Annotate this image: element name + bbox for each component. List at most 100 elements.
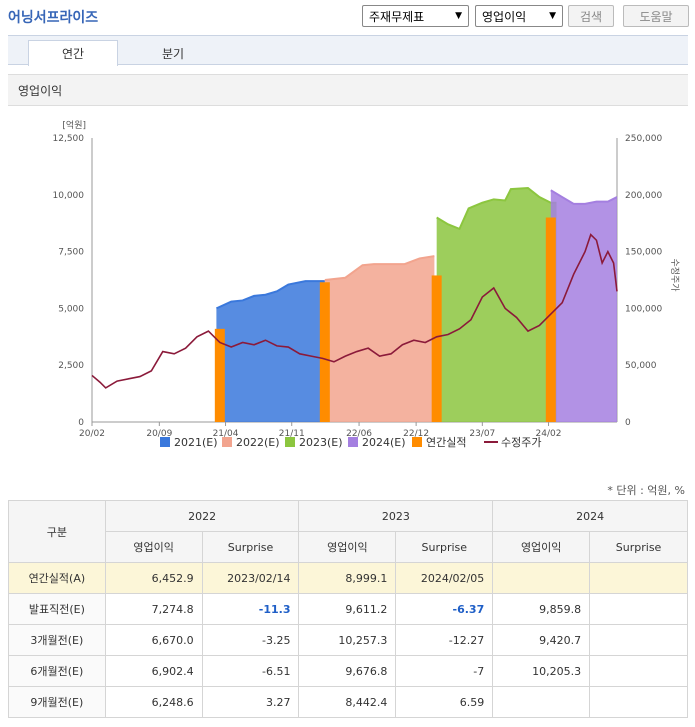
estimate-area-2023(E) bbox=[436, 187, 557, 422]
earnings-table: 구분 2022 2023 2024 영업이익 Surprise 영업이익 Sur… bbox=[8, 500, 688, 718]
x-tick-label: 23/07 bbox=[469, 429, 495, 439]
tab-quarterly[interactable]: 분기 bbox=[161, 46, 185, 61]
legend-swatch bbox=[412, 437, 422, 447]
left-tick-label: 0 bbox=[78, 418, 84, 428]
actual-bar bbox=[319, 282, 330, 422]
x-tick-label: 24/02 bbox=[536, 429, 562, 439]
period-tabs: 연간 분기 bbox=[8, 35, 688, 66]
actual-bar bbox=[214, 328, 225, 422]
cell: -3.25 bbox=[201, 624, 300, 656]
legend-swatch bbox=[285, 437, 295, 447]
legend-label: 연간실적 bbox=[426, 436, 466, 449]
legend-swatch bbox=[160, 437, 170, 447]
x-tick-label: 20/09 bbox=[146, 429, 172, 439]
right-tick-label: 200,000 bbox=[625, 191, 662, 201]
left-tick-label: 7,500 bbox=[58, 248, 84, 258]
x-tick-label: 22/12 bbox=[403, 429, 429, 439]
actual-bar bbox=[545, 217, 556, 422]
header-surprise: Surprise bbox=[395, 531, 494, 563]
legend-label: 2022(E) bbox=[236, 436, 280, 449]
right-tick-label: 250,000 bbox=[625, 134, 662, 144]
actual-bar bbox=[431, 275, 442, 422]
cell: 9,611.2 bbox=[298, 593, 397, 625]
cell bbox=[589, 655, 688, 687]
cell: 7,274.8 bbox=[104, 593, 203, 625]
cell: -6.37 bbox=[395, 593, 494, 625]
cell bbox=[589, 562, 688, 594]
unit-note: * 단위 : 억원, % bbox=[607, 484, 685, 497]
row-label: 발표직전(E) bbox=[8, 593, 106, 625]
cell bbox=[589, 686, 688, 718]
cell: 6,248.6 bbox=[104, 686, 203, 718]
search-button[interactable]: 검색 bbox=[568, 5, 614, 27]
right-tick-label: 100,000 bbox=[625, 304, 662, 314]
cell: -6.51 bbox=[201, 655, 300, 687]
cell: 9,420.7 bbox=[492, 624, 591, 656]
cell: -12.27 bbox=[395, 624, 494, 656]
cell: 9,859.8 bbox=[492, 593, 591, 625]
left-tick-label: 2,500 bbox=[58, 361, 84, 371]
tab-annual[interactable]: 연간 bbox=[28, 40, 118, 66]
x-tick-label: 21/11 bbox=[279, 429, 305, 439]
table-row: 발표직전(E) 7,274.8 -11.3 9,611.2 -6.37 9,85… bbox=[8, 593, 688, 625]
estimate-line-2021(E) bbox=[215, 280, 325, 310]
legend-label: 2021(E) bbox=[174, 436, 218, 449]
cell: 3.27 bbox=[201, 686, 300, 718]
row-label: 9개월전(E) bbox=[8, 686, 106, 718]
cell bbox=[589, 593, 688, 625]
metric-select-value: 영업이익 bbox=[482, 9, 527, 24]
right-tick-label: 0 bbox=[625, 418, 631, 428]
estimate-area-2021(E) bbox=[216, 281, 325, 422]
row-label: 연간실적(A) bbox=[8, 562, 106, 594]
left-tick-label: 12,500 bbox=[53, 134, 85, 144]
legend-swatch bbox=[222, 437, 232, 447]
header-year-2024: 2024 bbox=[492, 500, 688, 532]
estimate-line-2022(E) bbox=[324, 255, 435, 281]
header-op-profit: 영업이익 bbox=[298, 531, 397, 563]
x-tick-label: 22/06 bbox=[346, 429, 372, 439]
right-tick-label: 50,000 bbox=[625, 361, 657, 371]
row-label: 3개월전(E) bbox=[8, 624, 106, 656]
right-axis-label: 수정주가 bbox=[669, 258, 680, 291]
legend-label: 2023(E) bbox=[299, 436, 343, 449]
cell: 10,257.3 bbox=[298, 624, 397, 656]
cell: -11.3 bbox=[201, 593, 300, 625]
table-row: 연간실적(A) 6,452.9 2023/02/14 8,999.1 2024/… bbox=[8, 562, 688, 594]
header-year-2022: 2022 bbox=[104, 500, 300, 532]
price-line bbox=[91, 233, 618, 389]
operating-profit-chart: [억원] 0 2,500 5,000 7,500 10,000 12,500 0 50,000 1… bbox=[53, 119, 681, 449]
statement-select[interactable]: 주재무제표 ▼ bbox=[362, 5, 469, 27]
chevron-down-icon: ▼ bbox=[455, 11, 462, 21]
cell: 10,205.3 bbox=[492, 655, 591, 687]
estimate-area-2024(E) bbox=[550, 190, 617, 422]
statement-select-value: 주재무제표 bbox=[369, 9, 425, 24]
left-tick-label: 10,000 bbox=[53, 191, 85, 201]
x-tick-label: 20/02 bbox=[79, 429, 105, 439]
cell bbox=[589, 624, 688, 656]
x-tick-label: 21/04 bbox=[213, 429, 239, 439]
chevron-down-icon: ▼ bbox=[549, 11, 556, 21]
cell: 2023/02/14 bbox=[201, 562, 300, 594]
cell: -7 bbox=[395, 655, 494, 687]
cell: 6,452.9 bbox=[104, 562, 203, 594]
company-title: 어닝서프라이즈 bbox=[8, 10, 99, 26]
table-row: 3개월전(E) 6,670.0 -3.25 10,257.3 -12.27 9,… bbox=[8, 624, 688, 656]
help-button[interactable]: 도움말 bbox=[623, 5, 689, 27]
section-title: 영업이익 bbox=[8, 74, 688, 106]
legend-label: 2024(E) bbox=[362, 436, 406, 449]
left-tick-label: 5,000 bbox=[58, 304, 84, 314]
cell: 8,442.4 bbox=[298, 686, 397, 718]
header-op-profit: 영업이익 bbox=[104, 531, 203, 563]
header-surprise: Surprise bbox=[589, 531, 688, 563]
header-category: 구분 bbox=[8, 500, 106, 563]
legend-label: 수정주가 bbox=[501, 436, 541, 449]
header-op-profit: 영업이익 bbox=[492, 531, 591, 563]
cell: 8,999.1 bbox=[298, 562, 397, 594]
cell bbox=[492, 562, 591, 594]
header-surprise: Surprise bbox=[201, 531, 300, 563]
legend-swatch bbox=[348, 437, 358, 447]
cell: 6,670.0 bbox=[104, 624, 203, 656]
table-row: 9개월전(E) 6,248.6 3.27 8,442.4 6.59 bbox=[8, 686, 688, 718]
metric-select[interactable]: 영업이익 ▼ bbox=[475, 5, 563, 27]
cell: 6,902.4 bbox=[104, 655, 203, 687]
